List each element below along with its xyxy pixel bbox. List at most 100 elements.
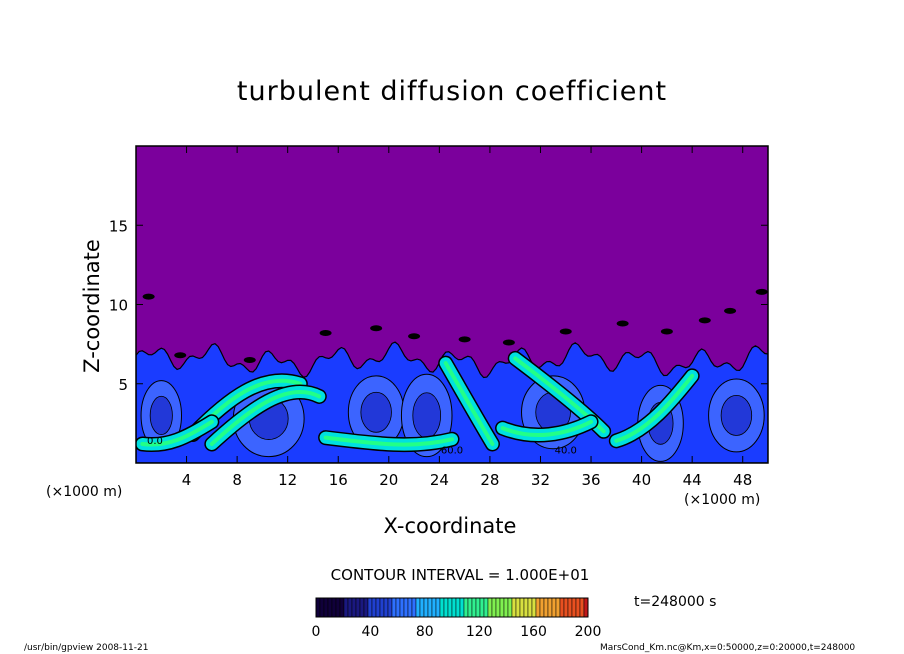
x-tick-label: 24 (430, 471, 449, 489)
colorbar-cell (395, 597, 401, 618)
colorbar-cell (435, 597, 441, 618)
colorbar-tick-label: 40 (361, 624, 379, 640)
colorbar-cell (579, 597, 585, 618)
colorbar-tick-label: 200 (575, 624, 602, 640)
colorbar-cell (475, 597, 481, 618)
colorbar-cell (471, 597, 477, 618)
colorbar-cell (383, 597, 389, 618)
contour-label: 60.0 (441, 445, 463, 456)
colorbar-tick-label: 80 (416, 624, 434, 640)
contour-blob (724, 307, 737, 314)
x-tick-label: 20 (379, 471, 398, 489)
contour-blob (370, 325, 383, 332)
colorbar-cell (567, 597, 573, 618)
x-tick-label: 8 (232, 471, 242, 489)
colorbar-cell (531, 597, 537, 618)
colorbar-cell (551, 597, 557, 618)
colorbar-cell (359, 597, 365, 618)
contour-blob (174, 352, 187, 359)
x-tick-label: 16 (329, 471, 348, 489)
colorbar-cell (367, 597, 373, 618)
colorbar-cell (543, 597, 549, 618)
colorbar-cell (535, 597, 541, 618)
filament-core (140, 419, 214, 447)
x-tick-label: 48 (733, 471, 752, 489)
filament-core (209, 390, 322, 446)
colorbar-tick-label: 120 (466, 624, 493, 640)
x-tick-label: 36 (581, 471, 600, 489)
x-unit-label: (×1000 m) (684, 492, 761, 508)
filament-core (614, 373, 695, 443)
eddy-core (720, 394, 753, 436)
colorbar-cell (315, 597, 321, 618)
colorbar-cell (563, 597, 569, 618)
colorbar-cell (575, 597, 581, 618)
colorbar-cell (411, 597, 417, 618)
colorbar-cell (343, 597, 349, 618)
contour-blob (660, 328, 673, 335)
colorbar-cell (455, 597, 461, 618)
eddy-core (412, 392, 442, 439)
colorbar-cell (379, 597, 385, 618)
colorbar-cell (487, 597, 493, 618)
colorbar-cell (347, 597, 353, 618)
chart-title: turbulent diffusion coefficient (236, 76, 668, 107)
footer-right: MarsCond_Km.nc@Km,x=0:50000,z=0:20000,t=… (600, 643, 856, 653)
contour-blob (243, 356, 256, 363)
colorbar-cell (423, 597, 429, 618)
colorbar-cell (503, 597, 509, 618)
contour-blob (502, 339, 515, 346)
colorbar-cell (447, 597, 453, 618)
colorbar-cell (327, 597, 333, 618)
colorbar-cell (459, 597, 465, 618)
contour-label: 40.0 (555, 445, 577, 456)
colorbar-cell (431, 597, 437, 618)
colorbar-cell (491, 597, 497, 618)
contour-blob (142, 293, 155, 300)
y-tick-label: 10 (109, 297, 128, 315)
colorbar-cell (319, 597, 325, 618)
colorbar-cell (479, 597, 485, 618)
colorbar-cell (323, 597, 329, 618)
contour-interval-label: CONTOUR INTERVAL = 1.000E+01 (330, 566, 590, 584)
colorbar-cell (335, 597, 341, 618)
colorbar-frame (315, 597, 589, 618)
colorbar-cell (363, 597, 369, 618)
filament-core (443, 361, 495, 446)
colorbar-cell (443, 597, 449, 618)
contour-blob (319, 330, 332, 337)
filament-core (323, 435, 454, 447)
footer-left: /usr/bin/gpview 2008-11-21 (24, 643, 149, 653)
colorbar-cell (547, 597, 553, 618)
colorbar-cell (375, 597, 381, 618)
contour-blob (616, 320, 629, 327)
colorbar-cell (399, 597, 405, 618)
colorbar-cell (507, 597, 513, 618)
colorbar-cell (559, 597, 565, 618)
x-tick-label: 28 (480, 471, 499, 489)
x-axis-label: X-coordinate (383, 514, 517, 538)
colorbar-cell (527, 597, 533, 618)
colorbar-cell (555, 597, 561, 618)
colorbar-cell (331, 597, 337, 618)
x-tick-label: 44 (683, 471, 702, 489)
contour-blob (698, 317, 711, 324)
colorbar-cell (419, 597, 425, 618)
contour-blob (458, 336, 471, 343)
colorbar-cell (571, 597, 577, 618)
colorbar-cell (371, 597, 377, 618)
colorbar-cell (427, 597, 433, 618)
colorbar-cell (355, 597, 361, 618)
colorbar-cell (387, 597, 393, 618)
colorbar-cell (467, 597, 473, 618)
eddy-core (360, 391, 392, 433)
y-axis-label: Z-coordinate (80, 239, 104, 373)
colorbar-cell (523, 597, 529, 618)
colorbar-cell (499, 597, 505, 618)
y-unit-label: (×1000 m) (46, 484, 123, 500)
y-tick-label: 15 (109, 217, 128, 235)
time-label: t=248000 s (634, 594, 717, 610)
colorbar-cell (539, 597, 545, 618)
colorbar-cell (583, 597, 589, 618)
